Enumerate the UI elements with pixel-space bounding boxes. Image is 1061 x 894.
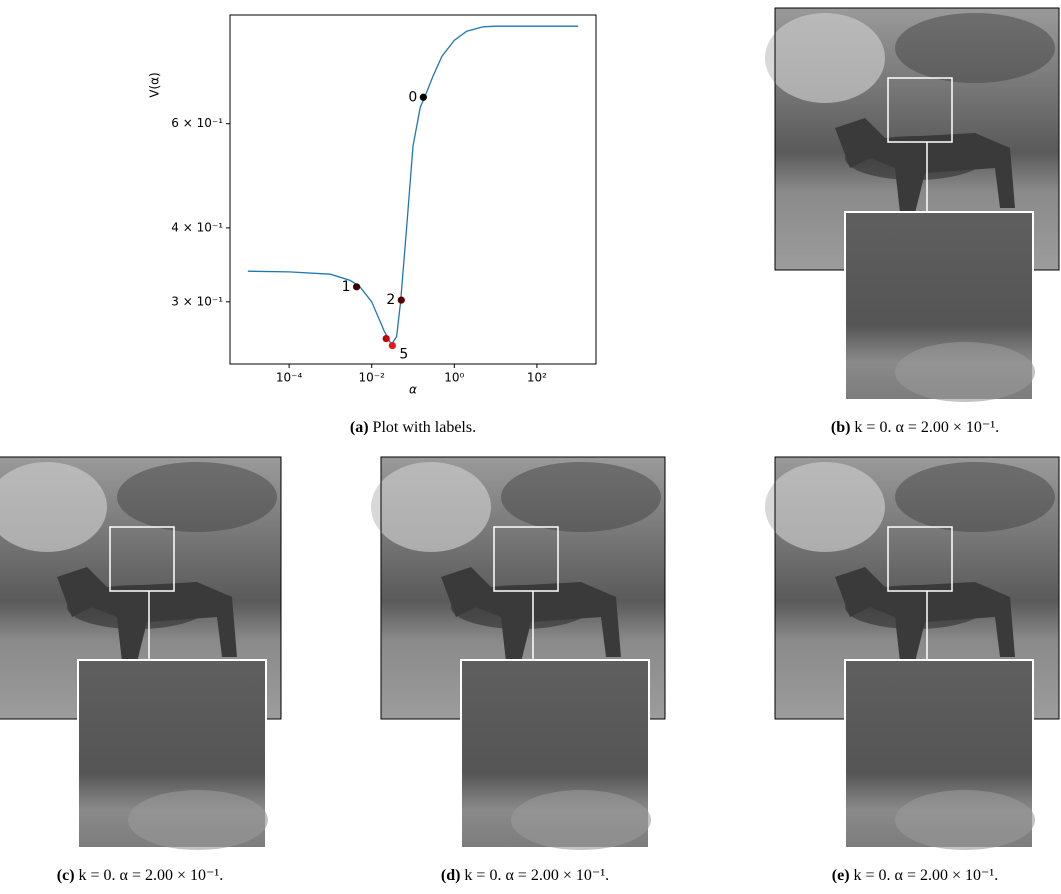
- image-d: [370, 456, 666, 851]
- point-label: 0: [408, 89, 417, 105]
- caption-tag: (c): [57, 867, 75, 884]
- caption-text: k = 0. α = 2.00 × 10⁻¹.: [464, 867, 609, 884]
- caption: (d) k = 0. α = 2.00 × 10⁻¹.: [441, 867, 609, 884]
- caption-tag: (b): [831, 419, 851, 436]
- caption-text: k = 0. α = 2.00 × 10⁻¹.: [79, 867, 224, 884]
- caption: (b) k = 0. α = 2.00 × 10⁻¹.: [831, 419, 999, 436]
- point: [419, 93, 427, 101]
- x-tick-label: 10⁰: [444, 371, 464, 385]
- image-b: [764, 7, 1060, 403]
- plot-frame: [229, 14, 597, 365]
- caption-text: k = 0. α = 2.00 × 10⁻¹.: [854, 419, 999, 436]
- y-axis-label: V(α): [148, 72, 162, 97]
- point: [397, 296, 405, 304]
- caption: (a) Plot with labels.: [350, 419, 476, 436]
- curve: [247, 25, 579, 346]
- caption-text: Plot with labels.: [373, 419, 477, 436]
- y-tick-label: 4 × 10⁻¹: [171, 220, 223, 234]
- caption-tag: (a): [350, 419, 369, 436]
- y-tick-label: 3 × 10⁻¹: [171, 294, 223, 308]
- x-tick-label: 10²: [527, 371, 547, 385]
- image-e: [764, 456, 1060, 851]
- x-axis-label: α: [409, 383, 417, 397]
- x-tick-label: 10⁻⁴: [276, 371, 303, 385]
- y-tick-label: 6 × 10⁻¹: [171, 116, 223, 130]
- point: [382, 334, 390, 343]
- image-c: [0, 456, 282, 851]
- caption: (e) k = 0. α = 2.00 × 10⁻¹.: [832, 867, 998, 884]
- caption-tag: (e): [832, 867, 850, 884]
- point-label: 2: [386, 292, 395, 308]
- x-tick-label: 10⁻²: [359, 371, 386, 385]
- caption-tag: (d): [441, 867, 461, 884]
- point-label: 5: [399, 347, 408, 363]
- caption-text: k = 0. α = 2.00 × 10⁻¹.: [854, 867, 999, 884]
- point-label: 1: [342, 279, 351, 295]
- caption: (c) k = 0. α = 2.00 × 10⁻¹.: [57, 867, 223, 884]
- point: [388, 341, 396, 350]
- point: [352, 283, 361, 291]
